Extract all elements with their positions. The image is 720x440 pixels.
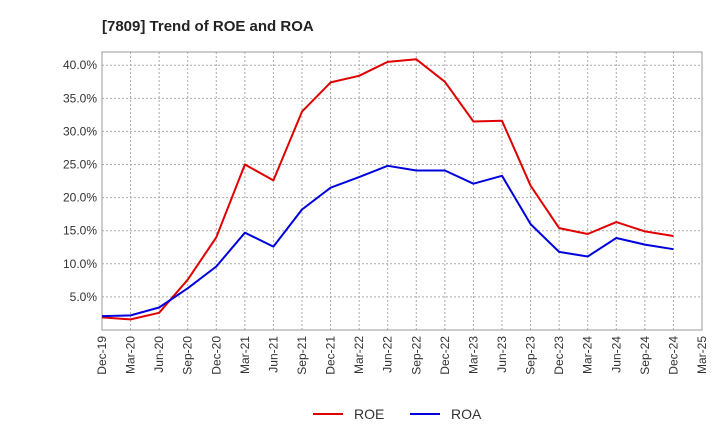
x-tick-label: Dec-24 [666,336,680,375]
x-tick-label: Mar-23 [466,336,480,374]
x-tick-label: Mar-20 [124,336,138,374]
plot-area-border [101,51,703,331]
x-tick-label: Dec-19 [95,336,109,375]
x-tick-label: Jun-21 [266,336,280,373]
chart-title: [7809] Trend of ROE and ROA [102,18,314,35]
x-tick-label: Jun-22 [381,336,395,373]
x-axis-ticks: Dec-19 Mar-20 Jun-20 Sep-20 Dec-20 Mar-21 Jun-… [95,336,709,375]
x-tick-label: Mar-25 [695,336,709,374]
legend-label-roa: ROA [451,406,482,422]
x-tick-label: Dec-21 [324,336,338,375]
grid-lines [102,52,702,330]
legend-label-roe: ROE [354,406,384,422]
x-tick-label: Dec-22 [438,336,452,375]
x-tick-label: Mar-21 [238,336,252,374]
x-tick-label: Jun-23 [495,336,509,373]
y-tick-label: 20.0% [63,191,97,205]
y-tick-label: 15.0% [63,224,97,238]
x-tick-label: Jun-24 [609,336,623,373]
y-axis-ticks: 5.0% 10.0% 15.0% 20.0% 25.0% 30.0% 35.0% 40.0% [63,58,97,304]
y-tick-label: 30.0% [63,124,97,138]
x-tick-label: Dec-23 [552,336,566,375]
legend: ROE ROA [313,406,482,422]
x-tick-label: Sep-23 [524,336,538,375]
y-tick-label: 35.0% [63,91,97,105]
x-tick-label: Sep-21 [295,336,309,375]
x-tick-label: Sep-24 [638,336,652,375]
x-tick-label: Mar-24 [581,336,595,374]
y-tick-label: 40.0% [63,58,97,72]
series-line-roe [101,58,674,321]
x-tick-label: Dec-20 [209,336,223,375]
y-tick-label: 25.0% [63,158,97,172]
x-tick-label: Sep-22 [409,336,423,375]
y-tick-label: 10.0% [63,257,97,271]
y-tick-label: 5.0% [70,290,98,304]
x-tick-label: Mar-22 [352,336,366,374]
series-line-roa [101,164,674,318]
x-tick-label: Jun-20 [152,336,166,373]
x-tick-label: Sep-20 [181,336,195,375]
series-lines [101,58,674,321]
